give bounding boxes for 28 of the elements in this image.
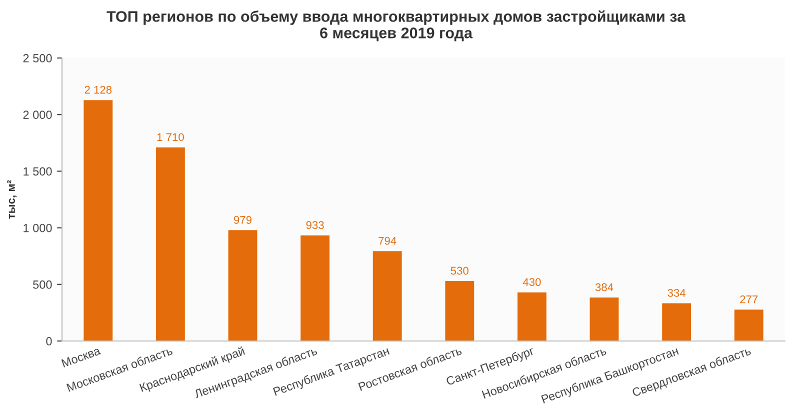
- bar: [662, 303, 692, 341]
- bar: [517, 292, 546, 341]
- data-label: 2 128: [84, 86, 112, 94]
- chart-title: ТОП регионов по объему ввода многоквартирных домов застройщиками за 6 месяцев 2019 года: [106, 10, 686, 42]
- data-label: 933: [306, 221, 324, 230]
- y-tick-label: 0: [46, 337, 52, 346]
- y-axis-title: тыс, м²: [7, 180, 17, 219]
- y-tick-label: 500: [33, 280, 52, 289]
- y-tick-label: 2 500: [23, 54, 52, 62]
- data-label: 530: [450, 266, 468, 275]
- y-tick-label: 2 000: [23, 110, 52, 119]
- data-label: 794: [378, 236, 396, 245]
- data-label: 334: [668, 288, 686, 297]
- bar: [300, 235, 330, 341]
- y-tick-label: 1 500: [24, 167, 52, 176]
- bar: [734, 310, 764, 341]
- data-label: 430: [522, 278, 541, 286]
- y-tick-label: 1 000: [24, 224, 52, 232]
- bar: [228, 230, 258, 341]
- bar: [590, 298, 619, 341]
- bar: [84, 100, 113, 341]
- data-label: 1 710: [157, 133, 184, 142]
- bar: [372, 251, 402, 341]
- bar: [445, 281, 474, 341]
- bar: [156, 147, 185, 341]
- data-label: 979: [234, 216, 252, 224]
- data-label: 277: [740, 295, 758, 304]
- data-label: 384: [595, 283, 614, 292]
